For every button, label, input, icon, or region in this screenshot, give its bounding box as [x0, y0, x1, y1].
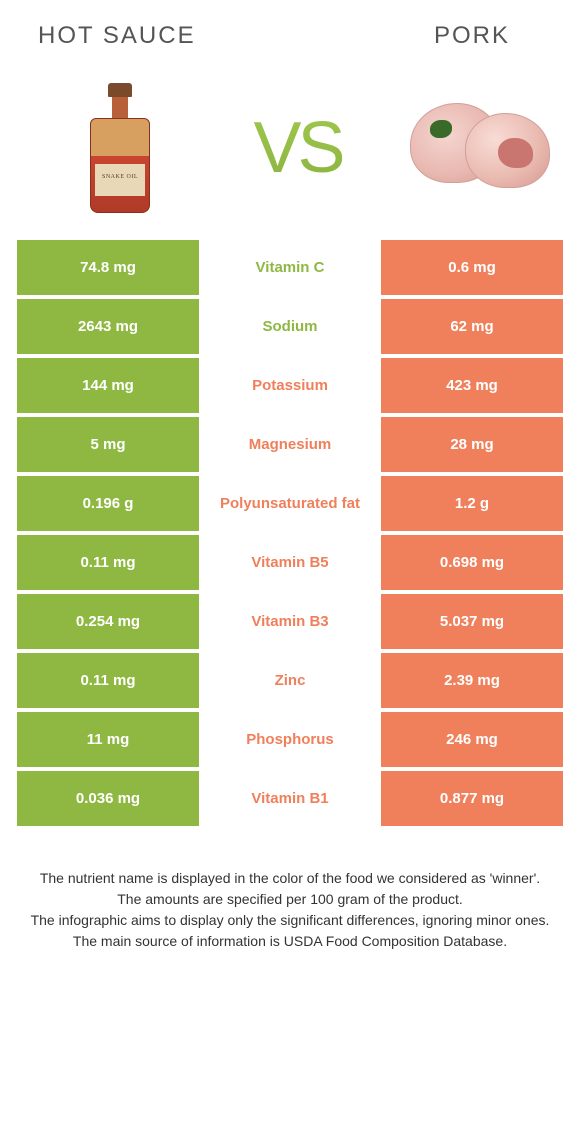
- nutrient-name: Sodium: [199, 299, 381, 354]
- nutrient-name: Zinc: [199, 653, 381, 708]
- nutrient-row: 74.8 mgVitamin C0.6 mg: [17, 240, 563, 295]
- nutrient-right-value: 423 mg: [381, 358, 563, 413]
- nutrient-right-value: 0.698 mg: [381, 535, 563, 590]
- nutrient-left-value: 74.8 mg: [17, 240, 199, 295]
- bottle-label: SNAKE OIL: [95, 164, 145, 196]
- footnote-line: The amounts are specified per 100 gram o…: [20, 889, 560, 910]
- nutrient-row: 0.11 mgVitamin B50.698 mg: [17, 535, 563, 590]
- nutrient-name: Vitamin B5: [199, 535, 381, 590]
- nutrient-row: 11 mgPhosphorus246 mg: [17, 712, 563, 767]
- header: Hot sauce Pork: [0, 0, 580, 60]
- nutrient-left-value: 0.11 mg: [17, 535, 199, 590]
- nutrient-left-value: 2643 mg: [17, 299, 199, 354]
- nutrient-right-value: 246 mg: [381, 712, 563, 767]
- nutrient-row: 0.11 mgZinc2.39 mg: [17, 653, 563, 708]
- food-right-image: [410, 73, 540, 223]
- food-left-image: SNAKE OIL: [55, 73, 185, 223]
- nutrient-row: 0.196 gPolyunsaturated fat1.2 g: [17, 476, 563, 531]
- nutrient-name: Vitamin B3: [199, 594, 381, 649]
- food-left-title: Hot sauce: [38, 22, 196, 50]
- nutrient-right-value: 5.037 mg: [381, 594, 563, 649]
- nutrient-name: Magnesium: [199, 417, 381, 472]
- nutrient-right-value: 62 mg: [381, 299, 563, 354]
- nutrient-name: Vitamin C: [199, 240, 381, 295]
- nutrient-table: 74.8 mgVitamin C0.6 mg2643 mgSodium62 mg…: [0, 240, 580, 826]
- nutrient-row: 0.036 mgVitamin B10.877 mg: [17, 771, 563, 826]
- nutrient-left-value: 0.254 mg: [17, 594, 199, 649]
- nutrient-right-value: 1.2 g: [381, 476, 563, 531]
- nutrient-left-value: 11 mg: [17, 712, 199, 767]
- vs-text: VS: [253, 107, 341, 189]
- nutrient-right-value: 0.6 mg: [381, 240, 563, 295]
- nutrient-row: 2643 mgSodium62 mg: [17, 299, 563, 354]
- images-row: SNAKE OIL VS: [0, 60, 580, 240]
- nutrient-row: 0.254 mgVitamin B35.037 mg: [17, 594, 563, 649]
- pork-icon: [410, 98, 540, 198]
- food-right-title: Pork: [434, 22, 510, 50]
- nutrient-left-value: 0.11 mg: [17, 653, 199, 708]
- nutrient-name: Polyunsaturated fat: [199, 476, 381, 531]
- footnote-line: The infographic aims to display only the…: [20, 910, 560, 931]
- nutrient-row: 144 mgPotassium423 mg: [17, 358, 563, 413]
- nutrient-name: Vitamin B1: [199, 771, 381, 826]
- footnote-line: The main source of information is USDA F…: [20, 931, 560, 952]
- nutrient-left-value: 5 mg: [17, 417, 199, 472]
- nutrient-right-value: 0.877 mg: [381, 771, 563, 826]
- nutrient-left-value: 0.036 mg: [17, 771, 199, 826]
- nutrient-name: Potassium: [199, 358, 381, 413]
- nutrient-left-value: 0.196 g: [17, 476, 199, 531]
- nutrient-name: Phosphorus: [199, 712, 381, 767]
- footnotes: The nutrient name is displayed in the co…: [0, 830, 580, 952]
- nutrient-left-value: 144 mg: [17, 358, 199, 413]
- nutrient-right-value: 2.39 mg: [381, 653, 563, 708]
- nutrient-right-value: 28 mg: [381, 417, 563, 472]
- hot-sauce-bottle-icon: SNAKE OIL: [90, 83, 150, 213]
- nutrient-row: 5 mgMagnesium28 mg: [17, 417, 563, 472]
- footnote-line: The nutrient name is displayed in the co…: [20, 868, 560, 889]
